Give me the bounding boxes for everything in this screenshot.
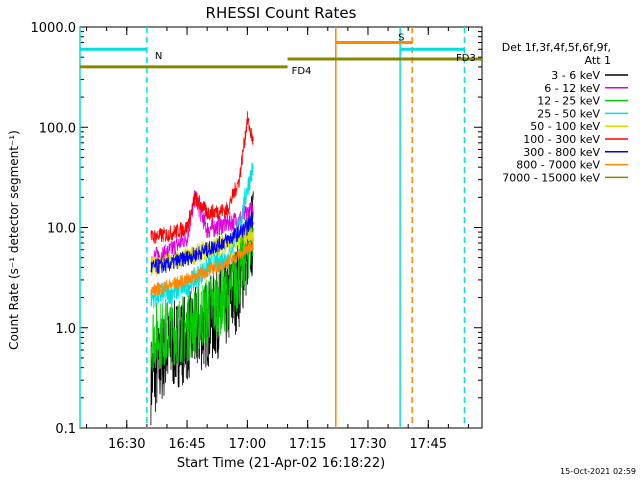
legend-entry-label: 7000 - 15000 keV [502, 171, 600, 184]
series-group [150, 111, 254, 426]
series-line [150, 190, 254, 268]
legend-entry-label: 6 - 12 keV [544, 82, 600, 95]
series-line [150, 238, 254, 299]
state-bar-label: FD3 [456, 53, 476, 64]
legend-entry-label: 800 - 7000 keV [516, 159, 600, 172]
y-tick-label: 10.0 [47, 222, 76, 237]
legend-entry-label: 300 - 800 keV [523, 146, 600, 159]
x-tick-label: 17:15 [289, 437, 326, 452]
series-line [150, 212, 254, 274]
plot-frame-group [79, 26, 483, 429]
x-axis-label: Start Time (21-Apr-02 16:18:22) [177, 456, 385, 471]
legend-entry-label: 25 - 50 keV [537, 107, 600, 120]
state-bar-label: N [155, 51, 162, 62]
x-tick-label: 17:00 [229, 437, 266, 452]
y-tick-label: 100.0 [39, 121, 76, 136]
tick-label-group: 0.1 1.0 10.0 100.0 1000.0 16:30 16:45 17:00 17:1… [31, 21, 448, 452]
legend-entry-label: 50 - 100 keV [530, 120, 600, 133]
x-tick-label: 17:45 [410, 437, 447, 452]
legend-entry-label: 3 - 6 keV [551, 69, 600, 82]
y-tick-label: 0.1 [55, 422, 76, 437]
legend-entry-label: 100 - 300 keV [523, 133, 600, 146]
y-axis-label: Count Rate (s⁻¹ detector segment⁻¹) [7, 130, 21, 350]
x-tick-label: 16:30 [108, 437, 145, 452]
marker-group: N S FD3 FD4 [79, 27, 482, 428]
legend-header: Att 1 [585, 54, 611, 67]
plot-frame [79, 26, 483, 429]
x-tick-label: 16:45 [168, 437, 205, 452]
y-tick-label: 1000.0 [31, 21, 77, 36]
timestamp: 15-Oct-2021 02:59 [560, 467, 636, 476]
series-line [150, 212, 254, 372]
series-line [150, 111, 254, 244]
y-tick-label: 1.0 [55, 322, 76, 337]
state-bar-label: FD4 [292, 66, 312, 77]
legend-entry-label: 12 - 25 keV [537, 95, 600, 108]
state-bar-label: S [398, 33, 404, 44]
chart-title: RHESSI Count Rates [206, 4, 357, 22]
legend-header: Det 1f,3f,4f,5f,6f,9f, [502, 41, 611, 54]
x-tick-label: 17:30 [349, 437, 386, 452]
